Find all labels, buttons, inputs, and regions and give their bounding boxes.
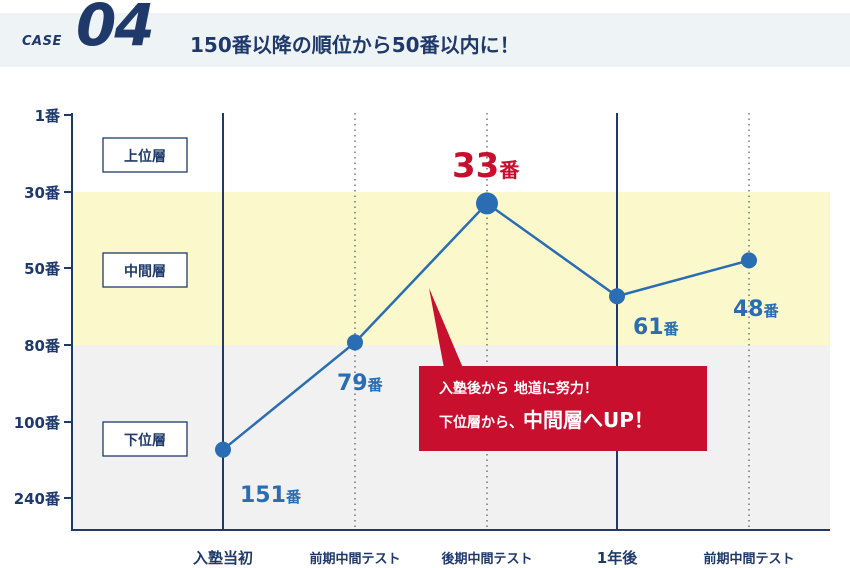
case-label: CASE: [22, 34, 62, 49]
band-2: [72, 192, 830, 345]
page-title: 150番以降の順位から50番以内に！: [190, 33, 520, 57]
annotation-line2: 下位層から、中間層へUP！: [439, 405, 707, 438]
data-point: [741, 252, 757, 269]
annotation-pointer: [429, 288, 463, 368]
annotation-callout: 入塾後から 地道に努力！ 下位層から、中間層へUP！: [419, 366, 707, 451]
y-tick-label: 240番: [14, 490, 61, 508]
data-label: 33番: [452, 146, 520, 186]
y-tick-label: 30番: [24, 184, 61, 202]
band-label: 上位層: [124, 148, 166, 165]
band-label-box: [102, 137, 188, 173]
case-number: 04: [76, 0, 155, 59]
x-tick-label: 1年後: [597, 549, 638, 567]
band-label: 下位層: [124, 432, 166, 449]
data-label: 151番: [240, 483, 302, 508]
band-1: [72, 115, 830, 192]
x-tick-label: 入塾当初: [193, 549, 253, 567]
y-tick-label: 80番: [24, 337, 61, 355]
y-tick-label: 1番: [35, 107, 61, 125]
data-point: [347, 334, 363, 351]
band-label: 中間層: [124, 263, 166, 280]
y-tick-label: 100番: [14, 414, 61, 432]
x-tick-label: 前期中間テスト: [309, 551, 400, 567]
data-label: 61番: [633, 315, 680, 340]
data-point: [215, 441, 231, 458]
header-bar: [0, 13, 850, 67]
band-label-box: [102, 252, 188, 288]
annotation-line2-prefix: 下位層から、: [439, 415, 523, 431]
data-point: [609, 288, 625, 305]
data-label: 48番: [733, 297, 780, 322]
y-tick-label: 50番: [24, 260, 61, 278]
data-point: [476, 192, 498, 215]
x-tick-label: 後期中間テスト: [441, 551, 532, 567]
x-tick-label: 前期中間テスト: [703, 551, 794, 567]
annotation-line1: 入塾後から 地道に努力！: [439, 381, 598, 397]
data-label: 79番: [337, 371, 384, 396]
band-label-box: [102, 421, 188, 457]
annotation-line2-emphasis: 中間層へUP！: [523, 408, 654, 432]
